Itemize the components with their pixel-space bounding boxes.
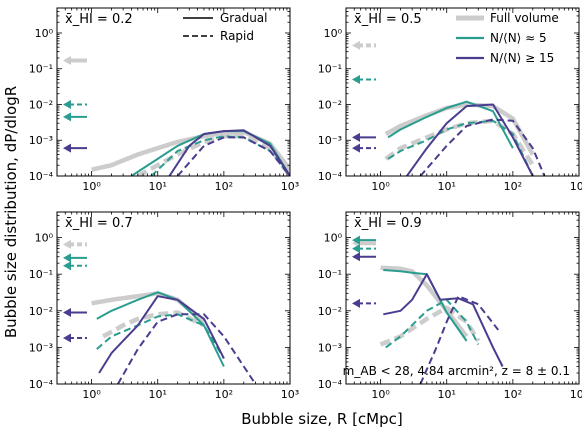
legend-label: Full volume xyxy=(490,11,559,25)
axes-frame xyxy=(56,211,291,385)
series-group xyxy=(91,129,290,176)
legend-linestyle: Gradual Rapid xyxy=(183,11,268,43)
y-tick-label: 10⁻³ xyxy=(29,134,53,147)
y-tick-label: 10⁰ xyxy=(324,27,343,40)
series-line-5 xyxy=(383,273,504,367)
x-tick-label: 10¹ xyxy=(149,180,167,193)
legend-label: Gradual xyxy=(220,11,268,25)
x-tick-label: 10⁰ xyxy=(82,180,101,193)
x-tick-label: 10⁰ xyxy=(371,180,390,193)
y-tick-label: 10⁻⁴ xyxy=(318,170,343,183)
arrow-head-4 xyxy=(352,143,360,153)
panel-title: x̄_HI = 0.2 xyxy=(65,12,133,27)
series-line-6 xyxy=(419,295,499,384)
series-line-5 xyxy=(406,103,534,176)
arrow-head-1 xyxy=(63,239,71,249)
x-tick-label: 10² xyxy=(504,388,522,401)
series-line-6 xyxy=(419,118,546,176)
arrow-head-3 xyxy=(63,112,71,122)
panel-4: 10⁰ 10¹ 10² 10³ 10⁻⁴ 10⁻³ 10⁻² 10⁻¹ 10⁰ x̄_HI = 0… xyxy=(318,211,582,401)
y-tick-label: 10⁻¹ xyxy=(29,268,53,281)
axes-frame xyxy=(345,211,580,385)
series-line-4 xyxy=(387,119,534,176)
series-group xyxy=(379,265,504,384)
arrow-head-3 xyxy=(352,132,360,142)
arrow-head-2 xyxy=(63,99,71,109)
series-line-3 xyxy=(96,291,225,367)
x-tick-label: 10² xyxy=(215,388,233,401)
y-axis-label: Bubble size distribution, dP/dlogR xyxy=(2,86,20,338)
y-tick-label: 10⁻¹ xyxy=(318,268,342,281)
x-tick-label: 10³ xyxy=(281,180,299,193)
y-tick-label: 10⁻¹ xyxy=(318,63,342,76)
x-tick-label: 10³ xyxy=(570,180,582,193)
series-line-1 xyxy=(91,129,290,172)
legend-series: Full volume N/⟨N⟩ ≈ 5 N/⟨N⟩ ≥ 15 xyxy=(456,11,559,65)
legend-label: N/⟨N⟩ ≈ 5 xyxy=(490,31,547,45)
y-tick-label: 10⁰ xyxy=(35,27,54,40)
y-tick-label: 10⁻³ xyxy=(318,134,342,147)
y-tick-label: 10⁻³ xyxy=(318,341,342,354)
x-tick-label: 10² xyxy=(504,180,522,193)
panel-title: x̄_HI = 0.7 xyxy=(65,216,133,231)
arrow-head-5 xyxy=(63,333,71,343)
x-tick-label: 10² xyxy=(215,180,233,193)
series-group xyxy=(384,100,546,176)
y-tick-label: 10⁻² xyxy=(29,305,53,318)
y-tick-label: 10⁻² xyxy=(29,98,53,111)
series-group xyxy=(91,291,257,384)
panel-grid: 10⁰ 10¹ 10² 10³ 10⁻⁴ 10⁻³ 10⁻² 10⁻¹ 10⁰ x̄_HI = 0… xyxy=(29,7,582,401)
series-line-3 xyxy=(383,269,468,342)
arrow-head-2 xyxy=(352,75,360,85)
series-line-4 xyxy=(96,313,225,359)
x-tick-label: 10¹ xyxy=(438,388,456,401)
y-tick-label: 10⁻² xyxy=(318,305,342,318)
arrow-head-1 xyxy=(63,56,71,66)
arrow-head-3 xyxy=(352,244,360,254)
legend-label: N/⟨N⟩ ≥ 15 xyxy=(490,51,554,65)
x-tick-label: 10³ xyxy=(281,388,299,401)
axes-frame xyxy=(345,7,580,177)
panel-1: 10⁰ 10¹ 10² 10³ 10⁻⁴ 10⁻³ 10⁻² 10⁻¹ 10⁰ x̄_HI = 0… xyxy=(29,7,299,193)
y-tick-label: 10⁻⁴ xyxy=(318,378,343,391)
y-tick-label: 10⁻¹ xyxy=(29,63,53,76)
panel-title: x̄_HI = 0.9 xyxy=(354,216,422,231)
arrow-head-4 xyxy=(63,143,71,153)
arrow-head-4 xyxy=(352,252,360,262)
x-tick-label: 10⁰ xyxy=(82,388,101,401)
arrow-head-4 xyxy=(63,307,71,317)
series-line-2 xyxy=(136,133,290,176)
y-tick-label: 10⁻³ xyxy=(29,341,53,354)
arrow-head-2 xyxy=(352,235,360,245)
legend-label: Rapid xyxy=(220,29,254,43)
series-line-2 xyxy=(379,305,481,347)
survey-annotation: m_AB < 28, 4.84 arcmin², z = 8 ± 0.1 xyxy=(343,364,570,378)
series-line-6 xyxy=(176,136,290,176)
series-line-4 xyxy=(385,298,480,349)
y-tick-label: 10⁻² xyxy=(318,98,342,111)
axes-frame xyxy=(56,7,291,177)
arrow-head-5 xyxy=(352,298,360,308)
y-tick-label: 10⁻⁴ xyxy=(29,378,54,391)
series-line-3 xyxy=(387,100,514,149)
series-line-1 xyxy=(380,265,469,338)
y-tick-label: 10⁰ xyxy=(324,232,343,245)
x-axis-label: Bubble size, R [cMpc] xyxy=(241,410,402,428)
x-tick-label: 10¹ xyxy=(438,180,456,193)
arrow-head-3 xyxy=(63,261,71,271)
series-line-5 xyxy=(98,295,225,374)
panel-3: 10⁰ 10¹ 10² 10³ 10⁻⁴ 10⁻³ 10⁻² 10⁻¹ 10⁰ x̄_HI = 0… xyxy=(29,211,299,401)
x-tick-label: 10³ xyxy=(570,388,582,401)
y-tick-label: 10⁰ xyxy=(35,232,54,245)
panel-title: x̄_HI = 0.5 xyxy=(354,12,422,27)
series-line-1 xyxy=(384,102,535,156)
series-line-5 xyxy=(168,129,290,176)
x-tick-label: 10¹ xyxy=(149,388,167,401)
y-tick-label: 10⁻⁴ xyxy=(29,170,54,183)
arrow-head-1 xyxy=(352,40,360,50)
x-tick-label: 10⁰ xyxy=(371,388,390,401)
panel-2: 10⁰ 10¹ 10² 10³ 10⁻⁴ 10⁻³ 10⁻² 10⁻¹ 10⁰ x̄_HI = 0… xyxy=(318,7,582,193)
arrow-head-2 xyxy=(63,253,71,263)
